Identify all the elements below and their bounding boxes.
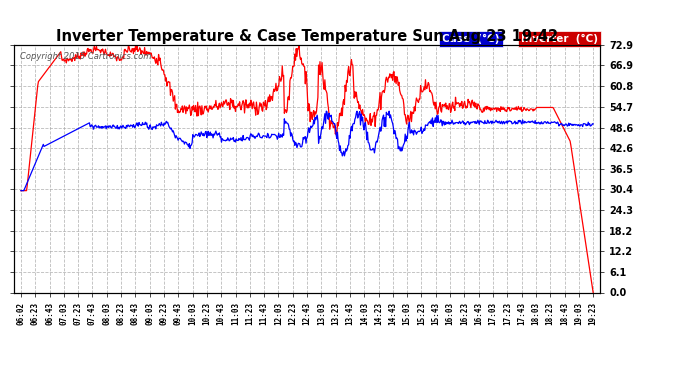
Text: Case  (°C): Case (°C) <box>442 34 500 44</box>
Text: Inverter  (°C): Inverter (°C) <box>521 34 598 44</box>
Text: Copyright 2015 Cartronics.com: Copyright 2015 Cartronics.com <box>19 53 151 62</box>
Title: Inverter Temperature & Case Temperature Sun Aug 23 19:42: Inverter Temperature & Case Temperature … <box>56 29 558 44</box>
